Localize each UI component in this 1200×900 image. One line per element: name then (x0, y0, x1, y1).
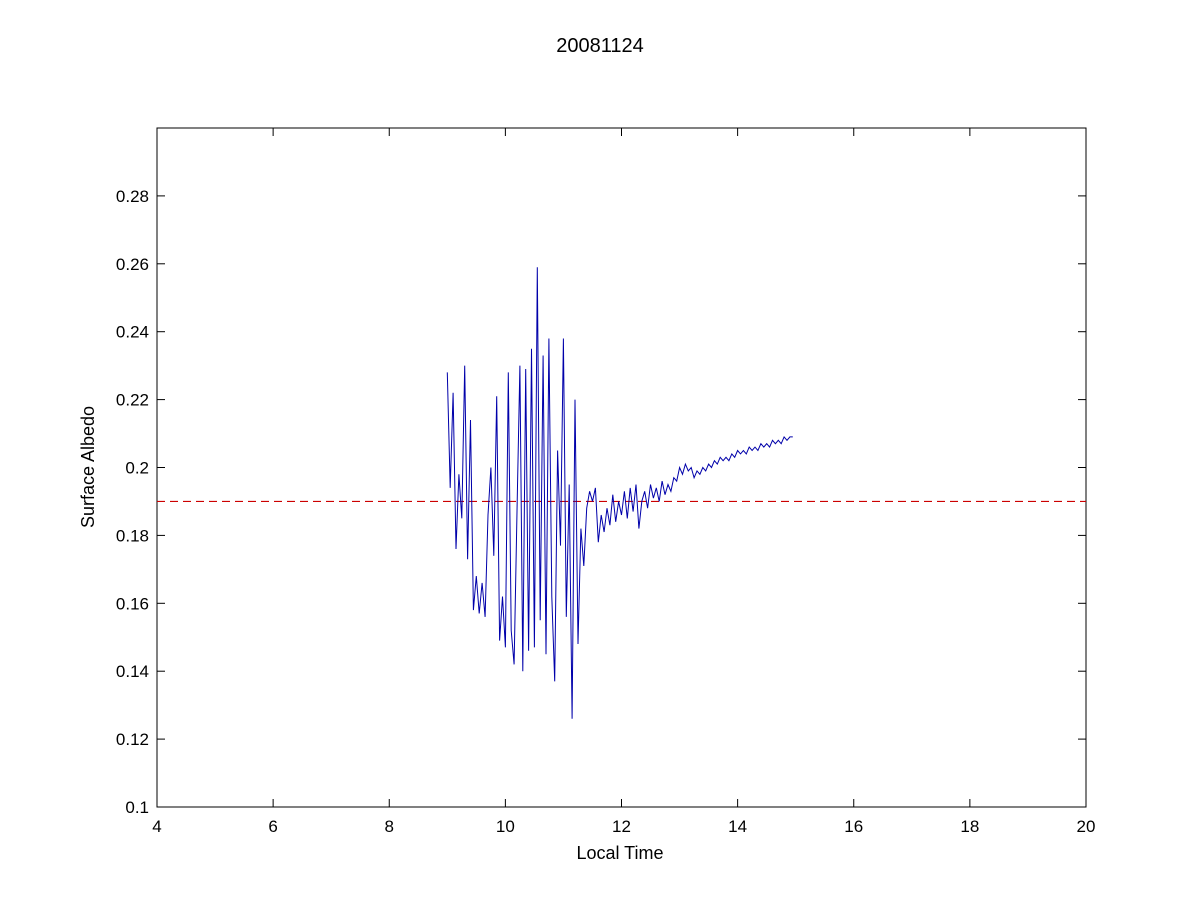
x-axis-title: Local Time (576, 843, 663, 863)
y-axis-title: Surface Albedo (78, 406, 98, 528)
y-tick-label: 0.2 (125, 459, 149, 478)
y-tick-label: 0.14 (116, 662, 149, 681)
series-line (446, 267, 793, 719)
plot-area: 4 6 8 10 12 14 16 18 20 0.1 0.12 0.14 0.16 0.18 0.2 0.2… (116, 127, 1096, 836)
y-tick-label: 0.12 (116, 730, 149, 749)
x-tick-label: 4 (152, 817, 161, 836)
x-tick-label: 10 (496, 817, 515, 836)
y-tick-label: 0.28 (116, 187, 149, 206)
x-tick-label: 16 (844, 817, 863, 836)
y-tick-label: 0.18 (116, 526, 149, 545)
x-tick-label: 20 (1077, 817, 1096, 836)
x-tick-label: 8 (385, 817, 394, 836)
x-tick-label: 14 (728, 817, 747, 836)
x-tick-label: 18 (960, 817, 979, 836)
y-tick-label: 0.1 (125, 798, 149, 817)
chart-title: 20081124 (556, 35, 644, 57)
x-tick-label: 6 (268, 817, 277, 836)
y-tick-label: 0.24 (116, 323, 149, 342)
y-tick-label: 0.16 (116, 594, 149, 613)
y-tick-label: 0.26 (116, 255, 149, 274)
y-tick-label: 0.22 (116, 391, 149, 410)
x-tick-label: 12 (612, 817, 631, 836)
